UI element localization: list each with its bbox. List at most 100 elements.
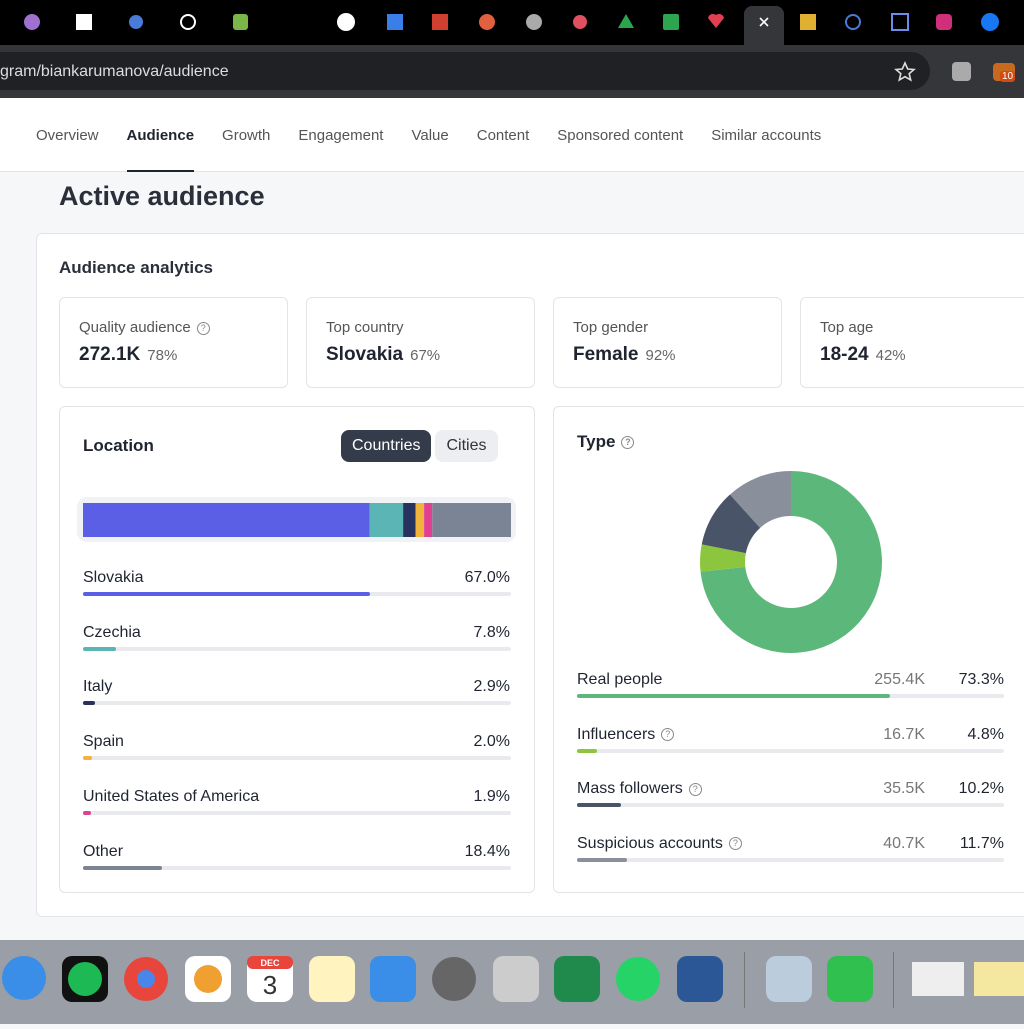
- location-value-label: 18.4%: [464, 842, 510, 860]
- type-value-label: 11.7%: [959, 835, 1004, 853]
- location-name: Czechia: [83, 623, 141, 641]
- help-icon[interactable]: ?: [621, 436, 635, 450]
- location-value-label: 7.8%: [473, 623, 510, 641]
- stacked-segment: [432, 503, 511, 537]
- donut-chart: [700, 471, 882, 653]
- stat-value: Slovakia 67%: [326, 344, 440, 366]
- type-bar: [577, 694, 890, 698]
- location-title: Location: [83, 436, 154, 455]
- stat-value-text: Female: [573, 344, 639, 365]
- nav-tabs: Overview Audience Growth Engagement Value Con…: [36, 127, 849, 172]
- stat-share: 92%: [645, 347, 676, 364]
- location-name: Spain: [83, 733, 124, 751]
- dock: DEC 3: [0, 940, 1024, 1024]
- type-count-label: 255.4K: [874, 671, 925, 688]
- stat-value-text: 272.1K: [79, 344, 141, 365]
- type-title-text: Type: [577, 432, 616, 451]
- close-icon[interactable]: [744, 6, 784, 45]
- nav-tab[interactable]: Growth: [222, 127, 271, 144]
- type-name-text: Suspicious accounts: [577, 835, 723, 853]
- location-name: Italy: [83, 678, 113, 696]
- stat-value-text: Slovakia: [326, 344, 404, 365]
- type-bar: [577, 748, 598, 753]
- type-value-label: 4.8%: [967, 725, 1004, 743]
- donut-slice: [701, 494, 761, 554]
- toggle-button[interactable]: Countries: [341, 430, 432, 462]
- location-toggle: Countries Cities: [341, 430, 498, 462]
- toggle-button[interactable]: Cities: [435, 430, 498, 462]
- location-name: Other: [83, 842, 124, 860]
- location-value-label: 2.0%: [473, 733, 510, 751]
- active-tab[interactable]: [744, 6, 784, 45]
- nav-tab[interactable]: Engagement: [298, 127, 384, 144]
- toolbar: gram/biankarumanova/audience 10: [0, 45, 1024, 98]
- bookmark-star[interactable]: [894, 61, 916, 83]
- type-name: Influencers?: [577, 726, 675, 744]
- bar-track: [577, 748, 1004, 753]
- stat-share: 78%: [147, 347, 178, 364]
- location-bar: [83, 646, 117, 651]
- help-icon[interactable]: ?: [196, 321, 210, 335]
- address-bar[interactable]: [0, 52, 930, 90]
- location-name: Slovakia: [83, 569, 144, 586]
- stat-value: Female 92%: [573, 344, 676, 366]
- type-count-label: 35.5K: [883, 780, 925, 798]
- stat-box: Top age 18-24 42%: [800, 297, 1024, 388]
- bar-track: [577, 803, 1004, 808]
- stat-label-text: Top age: [820, 319, 874, 336]
- nav-tab[interactable]: Content: [476, 127, 530, 144]
- type-count-label: 16.7K: [883, 725, 925, 743]
- stacked-bar: [83, 503, 511, 537]
- location-value-label: 67.0%: [464, 569, 510, 586]
- stacked-segment: [403, 503, 416, 537]
- tab-strip: [0, 0, 1024, 45]
- bar-track: [83, 646, 511, 651]
- help-icon[interactable]: ?: [728, 837, 742, 851]
- help-icon[interactable]: ?: [688, 782, 702, 796]
- stat-label: Top gender: [573, 319, 648, 336]
- stacked-segment: [83, 503, 370, 537]
- stat-box: Top gender Female 92%: [553, 297, 782, 388]
- nav-tab[interactable]: Similar accounts: [711, 127, 822, 144]
- stat-box: Quality audience? 272.1K 78%: [59, 297, 288, 388]
- stacked-segment: [369, 503, 404, 537]
- location-name: United States of America: [83, 787, 260, 805]
- bar-track: [83, 865, 511, 870]
- bar-track: [83, 810, 511, 815]
- type-bar: [577, 858, 627, 863]
- location-bar: [83, 592, 370, 596]
- calendar-day: 3: [262, 970, 278, 1000]
- donut-slice: [700, 544, 746, 572]
- stat-label: Quality audience?: [79, 319, 210, 336]
- stat-label-text: Top country: [326, 319, 404, 336]
- type-title: Type?: [577, 432, 635, 452]
- stat-share: 42%: [875, 347, 906, 364]
- nav-tab[interactable]: Overview: [36, 127, 99, 144]
- stat-box: Top country Slovakia 67%: [306, 297, 535, 388]
- nav-tab[interactable]: Sponsored content: [557, 127, 684, 144]
- donut-slice: [729, 471, 791, 528]
- calendar-month: DEC: [260, 958, 280, 968]
- location-bar: [83, 701, 96, 706]
- bar-track: [83, 756, 511, 761]
- help-icon[interactable]: ?: [661, 727, 675, 741]
- type-count-label: 40.7K: [883, 835, 925, 853]
- nav-tab[interactable]: Value: [411, 127, 449, 144]
- url[interactable]: gram/biankarumanova/audience: [0, 63, 229, 80]
- type-value-label: 73.3%: [958, 671, 1004, 688]
- type-name-text: Real people: [577, 671, 663, 688]
- type-name: Real people: [577, 671, 662, 689]
- stacked-segment: [424, 503, 433, 537]
- stat-label-text: Quality audience: [79, 319, 191, 336]
- type-name-text: Mass followers: [577, 780, 683, 798]
- bar-track: [577, 858, 1004, 863]
- extension-badge: 10: [1000, 71, 1016, 82]
- type-bar: [577, 803, 621, 808]
- stacked-segment: [415, 503, 425, 537]
- extension-icon[interactable]: [952, 62, 971, 81]
- stat-value: 18-24 42%: [820, 344, 906, 366]
- type-name: Suspicious accounts?: [577, 835, 742, 853]
- page-title: Active audience: [59, 181, 265, 211]
- nav-tab[interactable]: Audience: [126, 127, 195, 172]
